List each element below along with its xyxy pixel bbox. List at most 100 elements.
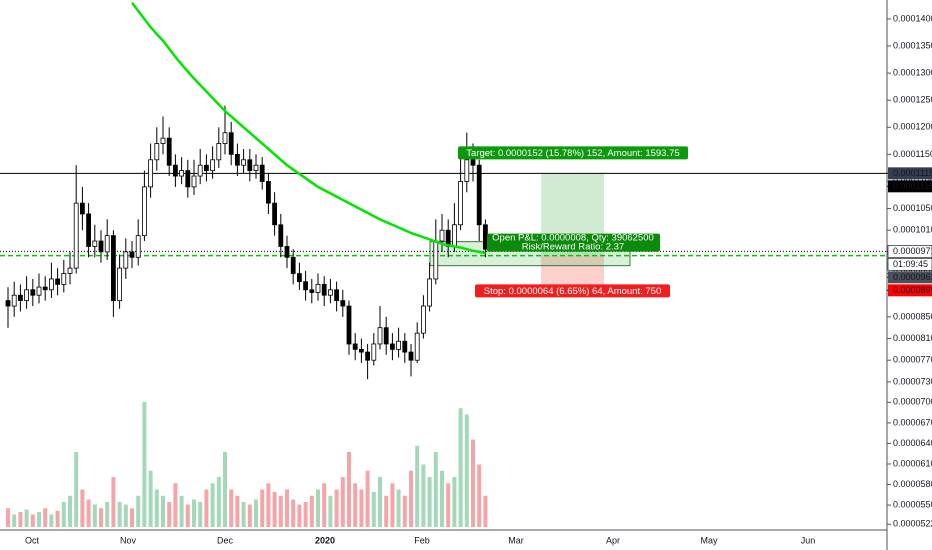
volume-bar (427, 477, 432, 527)
volume-bar (24, 509, 29, 527)
volume-bar (173, 483, 178, 527)
y-tick-label: 0.0001350 (893, 40, 932, 50)
candle-body (259, 164, 265, 182)
candle-body (49, 278, 54, 291)
candle-body (334, 289, 340, 302)
volume-bar (421, 464, 426, 527)
y-tick-label: 0.0001400 (893, 13, 932, 23)
candle-body (86, 213, 91, 247)
candle-body (451, 224, 457, 247)
volume-bar (260, 489, 265, 527)
candle-body (228, 132, 234, 155)
volume-bar (334, 489, 339, 527)
x-tick-label: Jun (801, 535, 816, 545)
target-label: Target: 0.0000152 (15.78%) 152, Amount: … (466, 148, 679, 159)
volume-bar (229, 489, 234, 527)
volume-bar (142, 402, 147, 527)
volume-bar (185, 504, 190, 527)
volume-bar (415, 445, 420, 527)
y-tick-label: 0.0001250 (893, 95, 932, 105)
candle-body (290, 256, 296, 274)
y-tick-label: 0.0000610 (893, 458, 932, 468)
candle-body (476, 164, 482, 226)
volume-bar (37, 512, 41, 527)
candle-body (315, 283, 321, 293)
stop-label-bg (475, 284, 670, 298)
price-label-bg (888, 167, 932, 180)
candle-body (55, 278, 60, 285)
volume-bar (43, 508, 48, 527)
volume-bar (297, 504, 302, 527)
candle-body (414, 332, 420, 361)
candle-body (346, 305, 352, 345)
y-tick-label: 0.0000770 (893, 355, 932, 365)
candle-body (80, 202, 85, 215)
candle-body (284, 246, 290, 258)
volume-bar (458, 408, 463, 527)
candle-body (371, 343, 377, 361)
volume-bar (483, 495, 488, 527)
x-tick-label: Feb (414, 535, 430, 545)
y-tick-label: 0.0000700 (893, 397, 932, 407)
stop-label: Stop: 0.0000064 (6.65%) 64, Amount: 750 (484, 286, 661, 297)
volume-bar (154, 489, 159, 527)
rr-label: Risk/Reward Ratio: 2.37 (522, 242, 624, 253)
y-tick-label: 0.0000550 (893, 499, 932, 509)
candle-body (5, 300, 11, 307)
candle-body (148, 159, 154, 188)
candle-body (272, 202, 278, 226)
volume-bar (254, 499, 258, 527)
y-tick-label: 0.0000640 (893, 438, 932, 448)
price-label: 0.0000963 (893, 272, 932, 282)
candle-body (420, 305, 426, 334)
candle-body (278, 224, 284, 247)
y-tick-label: 0.0001200 (893, 122, 932, 132)
candle-body (197, 164, 203, 177)
volume-bar (322, 483, 327, 527)
volume-bar (266, 483, 271, 527)
volume-bar (402, 495, 407, 527)
volume-bar (161, 495, 165, 527)
volume-bar (477, 464, 482, 527)
volume-bar (241, 502, 246, 527)
volume-bar (61, 502, 66, 527)
volume-bar (80, 489, 85, 527)
candle-body (247, 159, 253, 172)
price-label-bg (888, 180, 932, 193)
volume-bar (105, 502, 110, 527)
candle-body (433, 240, 439, 280)
volume-bar (440, 470, 444, 527)
candle-body (340, 300, 346, 307)
price-label: 0.0001115 (893, 168, 932, 178)
y-tick-label: 0.0001050 (893, 203, 932, 213)
volume-bar (291, 499, 296, 527)
volume-bar (247, 504, 252, 527)
volume-bar (446, 483, 451, 527)
price-label-bg (888, 284, 932, 297)
volume-bar (378, 477, 382, 527)
x-tick-label: May (700, 535, 718, 545)
candle-body (191, 175, 197, 188)
volume-bar (117, 502, 122, 527)
candle-body (154, 143, 160, 161)
volume-bar (6, 508, 10, 527)
volume-bar (148, 470, 153, 527)
candle-body (321, 283, 327, 296)
x-tick-label: Apr (606, 535, 620, 545)
volume-bar (371, 492, 376, 527)
candle-body (303, 281, 309, 291)
price-label-bg (887, 245, 932, 258)
volume-bar (49, 514, 54, 527)
candle-body (408, 351, 414, 361)
candle-body (439, 229, 445, 242)
volume-bar (365, 470, 370, 527)
price-label: 0.0000971 (893, 246, 932, 256)
volume-bar (347, 452, 351, 527)
volume-bar (204, 489, 209, 527)
volume-bar (433, 452, 438, 527)
volume-bar (179, 495, 184, 527)
candle-body (222, 132, 228, 144)
volume-bar (55, 510, 60, 527)
volume-bar (216, 477, 221, 527)
